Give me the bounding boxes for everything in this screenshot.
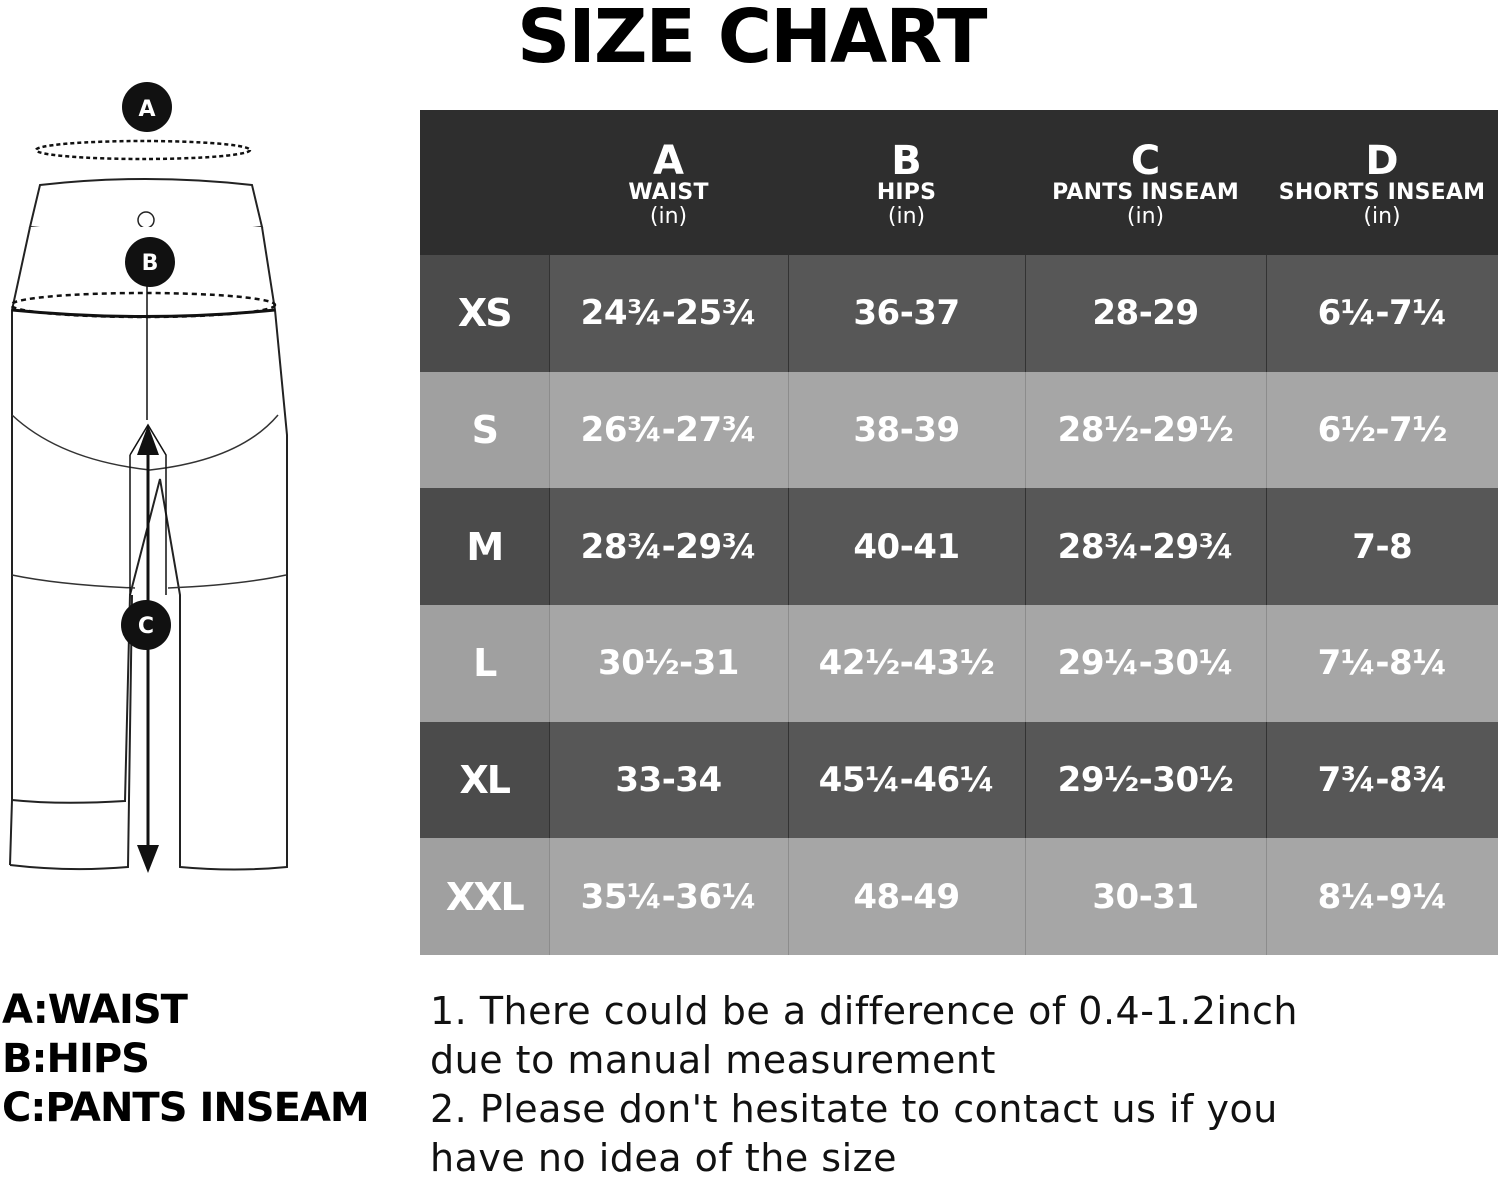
pants-outline [11,226,288,871]
table-cell: 28-29 [1024,255,1266,372]
hips-measure-ellipse [9,291,277,319]
header-corner [420,110,549,255]
table-cell: 28½-29½ [1024,371,1266,489]
table-cell: 8¼-9¼ [1265,838,1498,955]
table-cell: 48-49 [787,838,1025,955]
table-cell: 30-31 [1024,838,1266,955]
table-cell: 6½-7½ [1265,371,1498,489]
marker-c [121,600,171,650]
table-cell: 28¾-29¾ [1024,488,1266,605]
arrow-up-icon [137,425,159,455]
table-row: S 26¾-27¾ 38-39 28½-29½ 6½-7½ [420,371,1498,489]
table-cell: 36-37 [787,255,1025,372]
col-name: SHORTS INSEAM [1278,179,1486,205]
marker-b [125,237,175,287]
measurement-legend: A:WAIST B:HIPS C:PANTS INSEAM [2,986,402,1133]
table-cell: 35¼-36¼ [548,838,788,955]
col-name: PANTS INSEAM [1052,179,1239,205]
col-unit: (in) [1126,203,1165,229]
table-cell: 24¾-25¾ [548,255,788,372]
col-unit: (in) [887,203,926,229]
marker-b-label: B [142,251,159,276]
page-title-wrap: SIZE CHART [0,0,1500,80]
size-label: M [420,488,549,605]
col-letter: C [1130,137,1161,184]
table-cell: 38-39 [787,371,1025,489]
col-letter: A [653,137,684,184]
size-table: A WAIST (in) B HIPS (in) C PANTS INSEAM … [420,110,1498,955]
table-cell: 45¼-46¼ [787,721,1025,839]
size-label: XS [420,255,549,372]
table-header-row: A WAIST (in) B HIPS (in) C PANTS INSEAM … [420,110,1498,256]
size-label: XL [420,721,549,839]
arrow-down-icon [137,845,159,873]
legend-item-hips: B:HIPS [2,1036,150,1082]
table-row: XL 33-34 45¼-46¼ 29½-30½ 7¾-8¾ [420,721,1498,839]
size-notes: 1. There could be a difference of 0.4-1.… [430,987,1430,1183]
table-cell: 7-8 [1265,488,1498,605]
legend-item-waist: A:WAIST [2,987,188,1033]
table-cell: 29½-30½ [1024,721,1266,839]
header-col-b: B HIPS (in) [788,110,1025,255]
marker-a-label: A [138,97,155,122]
table-row: XS 24¾-25¾ 36-37 28-29 6¼-7¼ [420,255,1498,372]
table-cell: 30½-31 [548,604,788,722]
col-unit: (in) [649,203,688,229]
waist-measure-ellipse [34,139,252,161]
note-line: have no idea of the size [430,1136,897,1180]
table-row: M 28¾-29¾ 40-41 28¾-29¾ 7-8 [420,488,1498,605]
size-label: XXL [420,838,549,955]
note-line: 1. There could be a difference of 0.4-1.… [430,989,1298,1033]
table-cell: 40-41 [787,488,1025,605]
col-name: WAIST [628,179,709,205]
pants-illustration: A B C [9,82,288,873]
col-unit: (in) [1363,203,1401,229]
table-cell: 29¼-30¼ [1024,604,1266,722]
table-cell: 28¾-29¾ [548,488,788,605]
marker-c-label: C [138,614,154,639]
table-cell: 42½-43½ [787,604,1025,722]
size-label: L [420,604,549,722]
note-line: due to manual measurement [430,1038,996,1082]
pants-diagram: A B C [0,75,300,895]
col-letter: D [1365,137,1399,184]
page-title: SIZE CHART [517,0,987,80]
table-cell: 6¼-7¼ [1265,255,1498,372]
table-cell: 7¼-8¼ [1265,604,1498,722]
table-cell: 33-34 [548,721,788,839]
table-cell: 26¾-27¾ [548,371,788,489]
table-row: L 30½-31 42½-43½ 29¼-30¼ 7¼-8¼ [420,604,1498,722]
table-row: XXL 35¼-36¼ 48-49 30-31 8¼-9¼ [420,838,1498,955]
col-letter: B [891,137,922,184]
header-col-a: A WAIST (in) [549,110,788,255]
note-line: 2. Please don't hesitate to contact us i… [430,1087,1278,1131]
size-label: S [420,371,549,489]
table-cell: 7¾-8¾ [1265,721,1498,839]
button-icon [137,211,155,229]
header-col-d: D SHORTS INSEAM (in) [1266,110,1498,255]
marker-a [122,82,172,132]
header-col-c: C PANTS INSEAM (in) [1025,110,1266,255]
legend-item-inseam: C:PANTS INSEAM [2,1085,370,1131]
col-name: HIPS [876,179,937,205]
